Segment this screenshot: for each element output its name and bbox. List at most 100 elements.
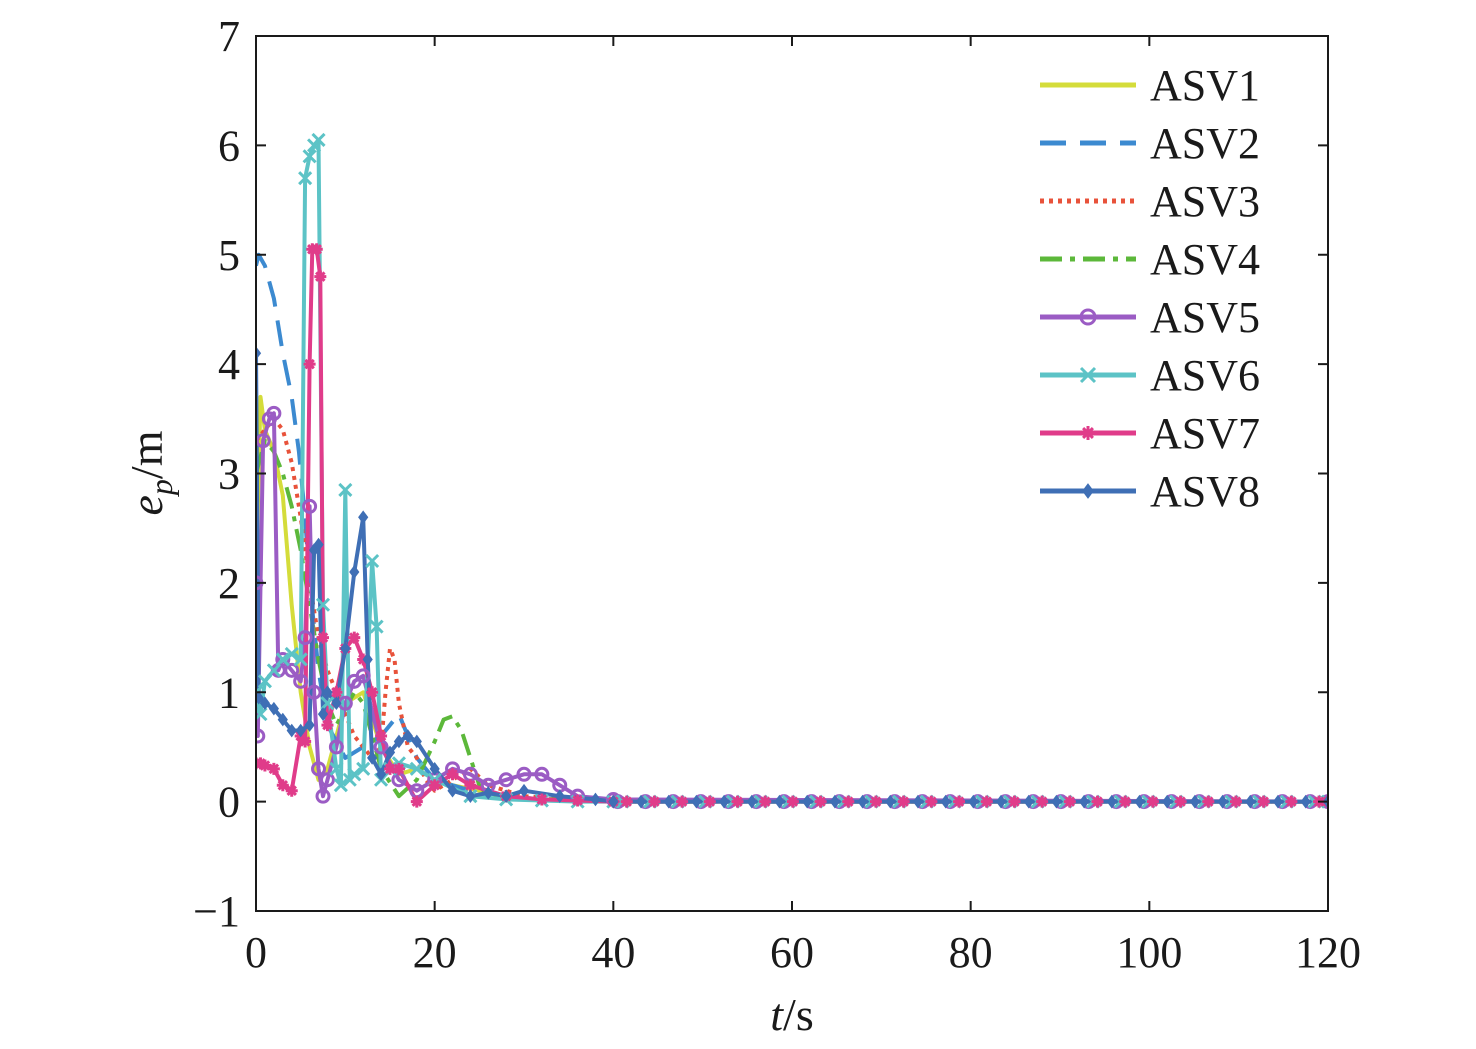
series-marker-asv5 <box>315 788 331 804</box>
series-marker-asv7 <box>786 795 799 808</box>
series-marker-asv8 <box>1300 794 1311 809</box>
series-marker-asv8 <box>268 701 279 716</box>
series-marker-asv8 <box>501 789 512 803</box>
series-marker-asv8 <box>322 685 333 700</box>
series-marker-asv5 <box>328 739 344 755</box>
series-marker-asv5 <box>306 684 322 700</box>
series-marker-asv8 <box>1134 794 1145 809</box>
series-marker-asv6 <box>284 646 299 662</box>
series-marker-asv8 <box>362 652 373 667</box>
x-tick-label: 120 <box>1295 928 1361 977</box>
series-marker-asv8 <box>885 794 896 809</box>
series-marker-asv7 <box>276 779 289 792</box>
y-tick-label: 6 <box>218 121 240 170</box>
series-marker-asv8 <box>554 789 565 803</box>
y-tick-label: 3 <box>218 450 240 499</box>
series-marker-asv6 <box>315 597 331 612</box>
series-marker-asv8 <box>277 712 288 727</box>
series-marker-asv7 <box>1063 795 1076 808</box>
series-marker-asv8 <box>1106 794 1117 809</box>
series-marker-asv8 <box>317 707 329 721</box>
series-marker-asv7 <box>375 730 388 742</box>
legend-marker-asv8 <box>1082 483 1094 499</box>
series-marker-asv7 <box>285 784 298 797</box>
series-marker-asv7 <box>731 795 744 808</box>
series-marker-asv7 <box>267 762 280 775</box>
legend-label-asv8: ASV8 <box>1150 467 1260 516</box>
x-tick-label: 0 <box>245 928 267 977</box>
series-marker-asv7 <box>366 686 379 699</box>
series-marker-asv7 <box>1119 795 1132 808</box>
series-marker-asv5 <box>266 405 282 421</box>
series-marker-asv7 <box>348 631 361 644</box>
series-marker-asv8 <box>857 794 868 809</box>
series-marker-asv7 <box>330 686 343 699</box>
series-marker-asv7 <box>446 768 459 781</box>
series-marker-asv6 <box>333 778 348 793</box>
legend-label-asv5: ASV5 <box>1150 293 1260 342</box>
series-marker-asv5 <box>275 651 291 667</box>
series-marker-asv7 <box>814 795 827 808</box>
series-marker-asv7 <box>842 795 855 808</box>
legend: ASV1 ASV2 ASV3 ASV4 ASV5 ASV6 ASV7 ASV8 <box>1040 61 1260 516</box>
legend-label-asv4: ASV4 <box>1150 235 1260 284</box>
series-marker-asv7 <box>258 759 271 772</box>
series-marker-asv6 <box>298 171 313 186</box>
series-marker-asv8 <box>313 537 324 552</box>
series-marker-asv8 <box>331 696 342 711</box>
x-axis: 0 20 40 60 80 100 120 <box>245 36 1361 977</box>
series-marker-asv6 <box>347 767 362 782</box>
series-marker-asv8 <box>691 794 702 809</box>
legend-label-asv2: ASV2 <box>1150 119 1260 168</box>
series-marker-asv7 <box>925 795 938 808</box>
series-marker-asv5 <box>293 673 309 689</box>
series-marker-asv7 <box>1146 795 1159 808</box>
legend-marker-asv5 <box>1079 308 1097 326</box>
series-marker-asv8 <box>375 767 387 782</box>
y-axis-title: ep/m <box>121 430 179 515</box>
series-marker-asv8 <box>1051 794 1062 809</box>
series-marker-asv5 <box>498 772 514 788</box>
y-axis-title-variable: e <box>121 495 172 515</box>
series-marker-asv7 <box>1285 795 1298 808</box>
series-marker-asv8 <box>286 723 297 738</box>
series-marker-asv7 <box>620 795 633 808</box>
legend-label-asv7: ASV7 <box>1150 409 1260 458</box>
series-marker-asv8 <box>256 690 264 705</box>
series-marker-asv7 <box>1174 795 1187 808</box>
series-marker-asv7 <box>535 793 548 806</box>
series-marker-asv5 <box>256 433 271 449</box>
series-marker-asv8 <box>304 718 315 732</box>
series-marker-asv5 <box>297 630 313 646</box>
series-marker-asv8 <box>483 786 494 800</box>
series-marker-asv7 <box>571 794 584 807</box>
y-tick-label: 7 <box>218 12 240 61</box>
series-marker-asv6 <box>302 149 317 164</box>
series-marker-asv7 <box>759 795 772 808</box>
series-marker-asv8 <box>465 789 476 803</box>
series-marker-asv7 <box>869 795 882 808</box>
series-marker-asv8 <box>1217 794 1228 809</box>
y-tick-label: 0 <box>218 778 240 827</box>
series-marker-asv8 <box>447 783 458 798</box>
y-tick-label: 5 <box>218 231 240 280</box>
series-marker-asv8 <box>393 734 405 749</box>
y-tick-label: 1 <box>218 668 240 717</box>
x-tick-label: 80 <box>949 928 993 977</box>
series-marker-asv7 <box>980 795 993 808</box>
series-marker-asv6 <box>293 652 308 667</box>
series-marker-asv8 <box>429 761 440 776</box>
series-marker-asv8 <box>1272 794 1284 809</box>
series-marker-asv8 <box>608 794 619 809</box>
series-marker-asv6 <box>365 553 380 569</box>
series-marker-asv7 <box>310 243 323 256</box>
legend-marker-asv7 <box>1081 426 1095 440</box>
series-marker-asv7 <box>321 719 334 732</box>
series-marker-asv6 <box>369 619 384 634</box>
series-marker-asv8 <box>367 751 378 765</box>
series-marker-asv6 <box>329 761 344 776</box>
series-marker-asv5 <box>534 766 550 782</box>
series-marker-asv8 <box>995 794 1007 809</box>
series-marker-asv8 <box>256 346 262 361</box>
